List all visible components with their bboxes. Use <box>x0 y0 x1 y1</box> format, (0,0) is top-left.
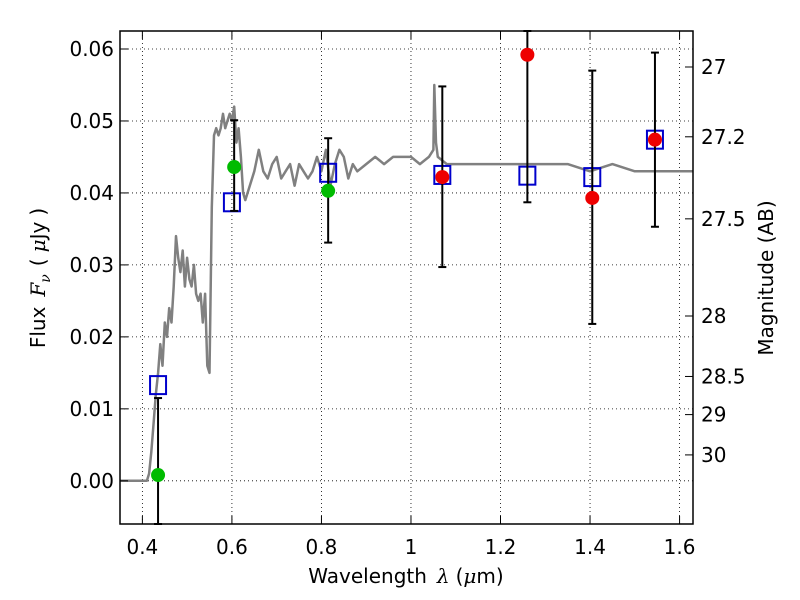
observed-photometry-point <box>321 183 336 198</box>
y-tick-label: 0.05 <box>69 109 114 133</box>
x-tick-label: 0.4 <box>126 535 158 559</box>
plot-frame <box>119 30 694 525</box>
y-tick-labels: 0.00 0.01 0.02 0.03 0.04 0.05 0.06 <box>69 37 114 493</box>
tick-marks <box>120 31 693 524</box>
sed-model-line <box>120 83 693 483</box>
x-axis-label: Wavelength λ (μm) <box>308 564 503 588</box>
y2-tick-label: 29 <box>701 403 726 427</box>
y2-tick-label: 27 <box>701 55 726 79</box>
observed-photometry-point <box>435 170 450 185</box>
y2-tick-label: 28 <box>701 304 726 328</box>
y-tick-label: 0.02 <box>69 325 114 349</box>
y2-axis-label: Magnitude (AB) <box>754 200 778 355</box>
x-tick-label: 1.2 <box>485 535 517 559</box>
grid-lines <box>120 31 693 524</box>
y-tick-label: 0.00 <box>69 469 114 493</box>
x-tick-labels: 0.4 0.6 0.8 1 1.2 1.4 1.6 <box>126 535 695 559</box>
x-tick-label: 1.4 <box>574 535 606 559</box>
x-tick-label: 1 <box>405 535 418 559</box>
x-tick-label: 1.6 <box>664 535 696 559</box>
y2-tick-label: 27.2 <box>701 125 746 149</box>
y2-tick-labels: 27 27.2 27.5 28 28.5 29 30 <box>701 55 746 467</box>
series-layer <box>120 30 693 525</box>
x-tick-label: 0.8 <box>306 535 338 559</box>
y2-tick-label: 28.5 <box>701 364 746 388</box>
observed-photometry-point <box>227 160 242 175</box>
observed-photometry-point <box>647 132 662 147</box>
y-axis-label: FluxFν(μJy) <box>26 208 54 348</box>
y-tick-label: 0.04 <box>69 181 114 205</box>
y-tick-label: 0.03 <box>69 253 114 277</box>
y-tick-label: 0.01 <box>69 397 114 421</box>
observed-photometry-point <box>151 468 166 483</box>
y-tick-label: 0.06 <box>69 37 114 61</box>
observed-photometry-point <box>520 47 535 62</box>
y2-tick-label: 30 <box>701 443 726 467</box>
x-tick-label: 0.6 <box>216 535 248 559</box>
model-photometry-square <box>149 375 168 396</box>
y2-tick-label: 27.5 <box>701 207 746 231</box>
observed-photometry-point <box>585 190 600 205</box>
